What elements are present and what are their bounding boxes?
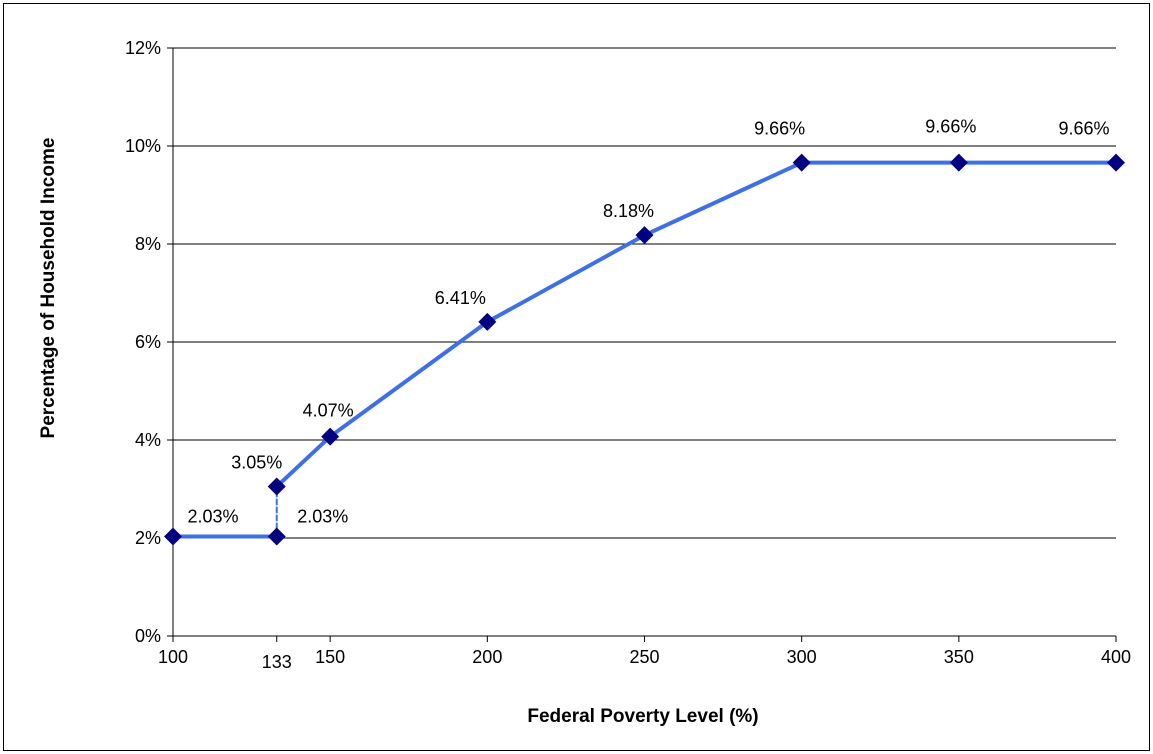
data-label: 4.07% [303, 401, 354, 421]
y-tick-labels: 0% 2% 4% 6% 8% 10% 12% [125, 38, 161, 646]
data-point-marker [164, 527, 182, 546]
series-line-segment [274, 434, 333, 489]
data-point-marker [267, 527, 286, 546]
x-tick-label: 133 [262, 652, 292, 672]
y-tick-label: 8% [135, 234, 161, 254]
data-label: 3.05% [231, 453, 282, 473]
x-axis-title: Federal Poverty Level (%) [527, 706, 758, 727]
y-tick-label: 4% [135, 430, 161, 450]
data-point-marker [478, 312, 497, 331]
series-line-segment [485, 233, 647, 324]
y-tick-label: 2% [135, 528, 161, 548]
data-label: 2.03% [297, 507, 348, 527]
y-tick-label: 6% [135, 332, 161, 352]
x-tick-labels: 100 133 150 200 250 300 350 400 [158, 647, 1131, 672]
x-tick-label: 350 [944, 647, 974, 667]
data-point-marker [949, 153, 968, 172]
data-point-marker [792, 153, 811, 172]
data-labels: 2.03% 2.03% 3.05% 4.07% 6.41% 8.18% 9.66% 9.66%… [187, 117, 1109, 527]
data-label: 8.18% [603, 201, 654, 221]
y-axis-title: Percentage of Household Income [38, 138, 59, 439]
chart-frame [3, 3, 1150, 751]
data-point-marker [1107, 153, 1125, 172]
data-point-marker [635, 226, 654, 245]
y-tick-label: 12% [125, 38, 161, 58]
series-line-segment [328, 319, 490, 439]
series-line-segment [642, 160, 804, 238]
data-point-marker [321, 427, 340, 446]
axes [167, 47, 1117, 642]
data-label: 6.41% [435, 288, 486, 308]
x-tick-label: 200 [472, 647, 502, 667]
x-tick-label: 400 [1101, 647, 1131, 667]
data-point-marker [267, 477, 286, 496]
series-markers [164, 153, 1125, 546]
y-tick-label: 0% [135, 626, 161, 646]
x-tick-label: 300 [787, 647, 817, 667]
y-tick-label: 10% [125, 136, 161, 156]
series-lines [171, 160, 1118, 539]
data-label: 2.03% [187, 507, 238, 527]
x-tick-label: 250 [629, 647, 659, 667]
x-tick-label: 100 [158, 647, 188, 667]
data-label: 9.66% [754, 119, 805, 139]
data-label: 9.66% [925, 117, 976, 137]
x-tick-label: 150 [315, 647, 345, 667]
data-label: 9.66% [1058, 119, 1109, 139]
